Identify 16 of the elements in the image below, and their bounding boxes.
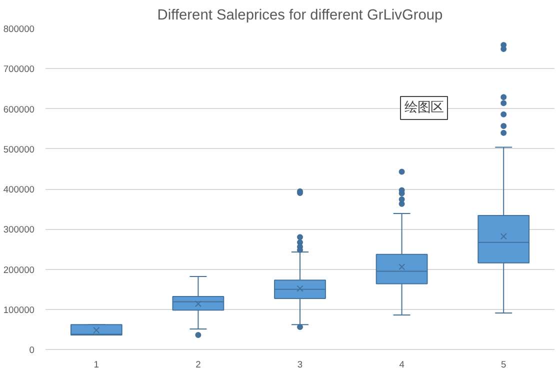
chart-title: Different Saleprices for different GrLivGroup (157, 8, 443, 24)
y-tick-label: 700000 (3, 64, 35, 74)
x-tick-label: 3 (297, 360, 303, 370)
y-tick-label: 300000 (3, 224, 35, 235)
y-tick-label: 0 (29, 345, 35, 355)
x-tick-label: 1 (94, 360, 100, 370)
x-tick-label: 4 (399, 360, 404, 370)
y-tick-label: 400000 (3, 184, 35, 194)
y-tick-label: 800000 (3, 24, 35, 34)
y-tick-label: 500000 (3, 144, 35, 154)
x-tick-label: 2 (196, 360, 201, 370)
y-tick-label: 100000 (3, 304, 35, 315)
y-tick-label: 600000 (3, 104, 35, 114)
y-tick-label: 200000 (3, 264, 35, 275)
annotation: 绘图区 (404, 100, 444, 116)
x-tick-label: 5 (501, 360, 506, 370)
